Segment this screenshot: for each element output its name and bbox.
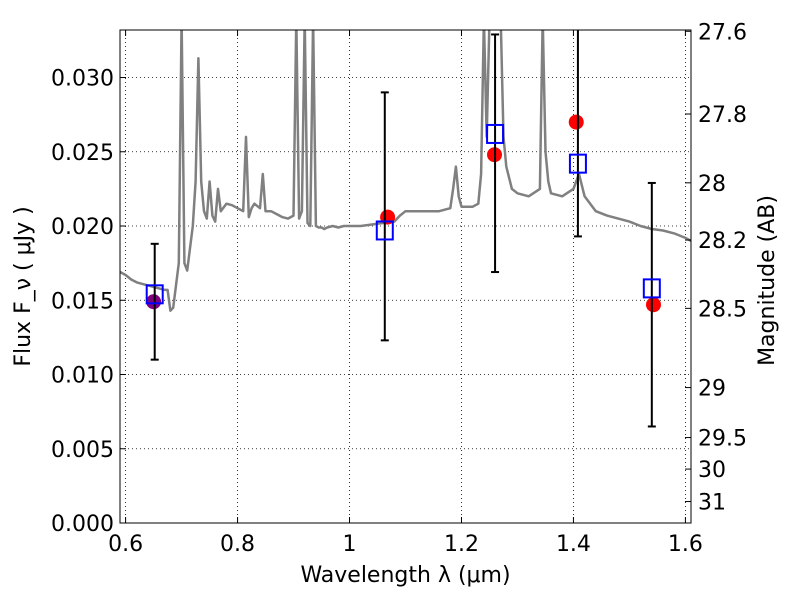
- x-tick-label: 0.6: [108, 532, 143, 557]
- observed-flux-point: [568, 153, 587, 174]
- data-layer: [120, 30, 691, 428]
- observed-flux-point: [486, 123, 505, 144]
- y-tick-label: 0.015: [51, 289, 114, 314]
- y-tick-label: 0.000: [51, 512, 114, 537]
- x-tick-label: 1.4: [556, 532, 591, 557]
- y2-tick-label: 28: [698, 172, 726, 197]
- plot-frame: [119, 29, 692, 524]
- y-tick-label: 0.030: [51, 67, 114, 92]
- y-tick-label: 0.020: [51, 215, 114, 240]
- y2-tick-label: 27.6: [698, 20, 747, 45]
- x-tick-label: 1.2: [444, 532, 479, 557]
- y2-tick-label: 31: [698, 491, 726, 516]
- observed-flux-point: [642, 278, 661, 299]
- model-flux-point-blue: [146, 294, 162, 310]
- model-flux-point: [645, 297, 661, 313]
- x-axis-title: Wavelength λ (μm): [300, 563, 510, 588]
- y2-tick-label: 28.2: [698, 229, 747, 254]
- observed-flux-point: [145, 284, 164, 305]
- y2-axis-title: Magnitude (AB): [755, 195, 780, 366]
- y2-tick-label: 30: [698, 458, 726, 483]
- y2-tick-label: 29.5: [698, 427, 747, 452]
- x-tick-label: 1.6: [668, 532, 703, 557]
- observed-flux-point: [375, 220, 394, 241]
- x-tick-label: 0.8: [220, 532, 255, 557]
- grid-layer: [120, 30, 691, 524]
- model-flux-point: [568, 114, 584, 130]
- template-spectrum-line: [120, 30, 691, 312]
- axis-layer: 0.6 0.8 1 1.2 1.4 1.6 0.000 0.005 0.010 0.015 0.02…: [51, 20, 747, 557]
- y-tick-label: 0.025: [51, 141, 114, 166]
- y2-tick-label: 27.8: [698, 103, 747, 128]
- y-tick-label: 0.010: [51, 364, 114, 389]
- x-tick-label: 1: [343, 532, 357, 557]
- y2-tick-label: 29: [698, 377, 726, 402]
- y-axis-title: Flux F_ν ( μJy ): [11, 206, 36, 366]
- y2-tick-label: 28.5: [698, 297, 747, 322]
- y-tick-label: 0.005: [51, 438, 114, 463]
